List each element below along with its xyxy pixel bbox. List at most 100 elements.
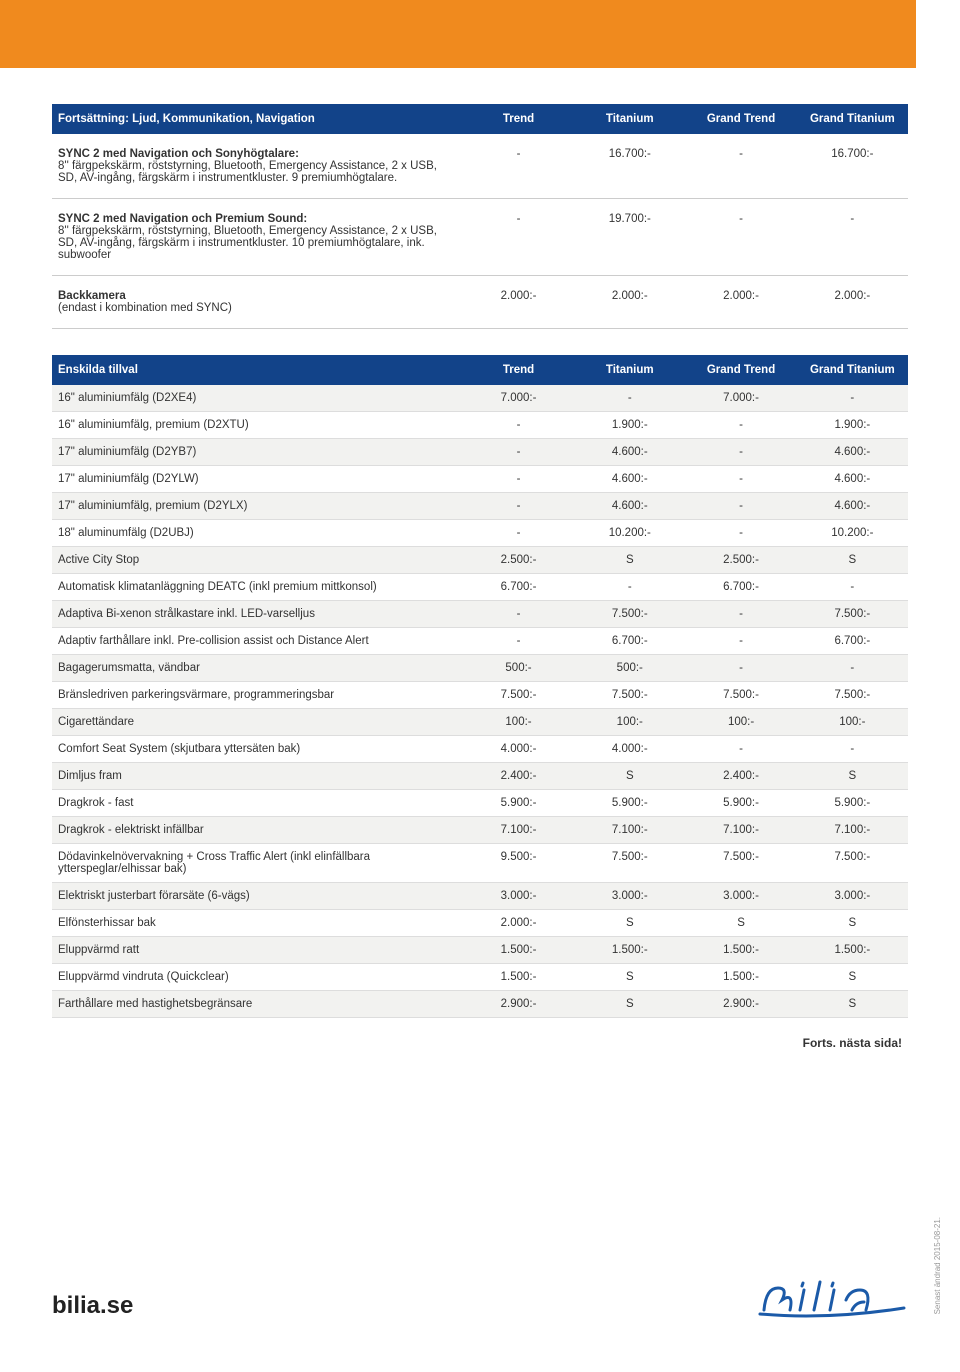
table2-value-cell: 9.500:- xyxy=(463,844,574,883)
row-title: SYNC 2 med Navigation och Premium Sound: xyxy=(58,213,457,225)
table2-desc-cell: Dragkrok - elektriskt infällbar xyxy=(52,817,463,844)
table1-row: SYNC 2 med Navigation och Premium Sound:… xyxy=(52,199,908,276)
top-orange-bar xyxy=(0,0,916,68)
table2-value-cell: - xyxy=(685,628,796,655)
table2-value-cell: 4.000:- xyxy=(463,736,574,763)
table2-value-cell: S xyxy=(797,547,908,574)
table2-value-cell: 10.200:- xyxy=(574,520,685,547)
table2-value-cell: 2.500:- xyxy=(685,547,796,574)
table2-row: 17" aluminiumfälg, premium (D2YLX)-4.600… xyxy=(52,493,908,520)
table1-value-cell: - xyxy=(685,134,796,199)
table2-row: Comfort Seat System (skjutbara yttersäte… xyxy=(52,736,908,763)
table2-desc-cell: Dödavinkelnövervakning + Cross Traffic A… xyxy=(52,844,463,883)
table2-desc-cell: Dragkrok - fast xyxy=(52,790,463,817)
table2-value-cell: 2.900:- xyxy=(685,991,796,1018)
page-footer: bilia.se xyxy=(52,1272,908,1320)
table2-value-cell: S xyxy=(797,763,908,790)
table2-row: Bränsledriven parkeringsvärmare, program… xyxy=(52,682,908,709)
table2-value-cell: 7.100:- xyxy=(463,817,574,844)
table1-desc-cell: Backkamera(endast i kombination med SYNC… xyxy=(52,276,463,329)
table1-value-cell: 2.000:- xyxy=(797,276,908,329)
table1-value-cell: - xyxy=(463,134,574,199)
table2-value-cell: - xyxy=(463,493,574,520)
table2-value-cell: S xyxy=(574,991,685,1018)
table1-desc-cell: SYNC 2 med Navigation och Premium Sound:… xyxy=(52,199,463,276)
table2-desc-cell: 16" aluminiumfälg, premium (D2XTU) xyxy=(52,412,463,439)
table2-row: 17" aluminiumfälg (D2YB7)-4.600:--4.600:… xyxy=(52,439,908,466)
table2-value-cell: 1.500:- xyxy=(685,937,796,964)
table2-value-cell: - xyxy=(685,601,796,628)
table1-value-cell: - xyxy=(463,199,574,276)
table2-row: Eluppvärmd vindruta (Quickclear)1.500:-S… xyxy=(52,964,908,991)
table2-value-cell: 100:- xyxy=(463,709,574,736)
table2-desc-cell: 17" aluminiumfälg, premium (D2YLX) xyxy=(52,493,463,520)
table2-value-cell: S xyxy=(797,964,908,991)
table2-row: Adaptiv farthållare inkl. Pre-collision … xyxy=(52,628,908,655)
table2-value-cell: - xyxy=(685,493,796,520)
table2-value-cell: 4.000:- xyxy=(574,736,685,763)
table2-value-cell: - xyxy=(685,655,796,682)
table1-h1: Trend xyxy=(463,104,574,134)
table2-row: Dragkrok - elektriskt infällbar7.100:-7.… xyxy=(52,817,908,844)
table2-row: 18" aluminumfälg (D2UBJ)-10.200:--10.200… xyxy=(52,520,908,547)
table1-value-cell: - xyxy=(685,199,796,276)
side-date-note: Senast ändrad 2015-08-21. xyxy=(933,1217,942,1314)
table2-value-cell: 4.600:- xyxy=(797,466,908,493)
row-desc: 8'' färgpekskärm, röststyrning, Bluetoot… xyxy=(58,225,457,261)
table2-row: 16" aluminiumfälg, premium (D2XTU)-1.900… xyxy=(52,412,908,439)
table2-row: Bagagerumsmatta, vändbar500:-500:--- xyxy=(52,655,908,682)
table2-value-cell: 1.500:- xyxy=(574,937,685,964)
table2-value-cell: 7.100:- xyxy=(797,817,908,844)
table2-row: 16" aluminiumfälg (D2XE4)7.000:--7.000:-… xyxy=(52,385,908,412)
table2-value-cell: - xyxy=(797,385,908,412)
table2-value-cell: - xyxy=(797,655,908,682)
table2-row: Automatisk klimatanläggning DEATC (inkl … xyxy=(52,574,908,601)
table2-row: Cigarettändare100:-100:-100:-100:- xyxy=(52,709,908,736)
table2-value-cell: 7.000:- xyxy=(463,385,574,412)
table1-value-cell: 16.700:- xyxy=(797,134,908,199)
table2-value-cell: - xyxy=(463,439,574,466)
table2-value-cell: - xyxy=(685,439,796,466)
table2-h1: Trend xyxy=(463,355,574,385)
table2-value-cell: - xyxy=(685,466,796,493)
table2-desc-cell: Farthållare med hastighetsbegränsare xyxy=(52,991,463,1018)
table2-desc-cell: 18" aluminumfälg (D2UBJ) xyxy=(52,520,463,547)
table2-value-cell: 7.500:- xyxy=(797,844,908,883)
table2-desc-cell: Comfort Seat System (skjutbara yttersäte… xyxy=(52,736,463,763)
table2-value-cell: - xyxy=(797,574,908,601)
table-communication-nav: Fortsättning: Ljud, Kommunikation, Navig… xyxy=(52,104,908,329)
table2-value-cell: 4.600:- xyxy=(797,493,908,520)
row-title: SYNC 2 med Navigation och Sonyhögtalare: xyxy=(58,148,457,160)
table2-value-cell: 7.500:- xyxy=(797,601,908,628)
table2-value-cell: 6.700:- xyxy=(463,574,574,601)
table2-value-cell: S xyxy=(574,910,685,937)
table2-value-cell: 1.500:- xyxy=(797,937,908,964)
table1-h2: Titanium xyxy=(574,104,685,134)
table2-value-cell: S xyxy=(797,991,908,1018)
table1-value-cell: 2.000:- xyxy=(574,276,685,329)
table2-row: Elfönsterhissar bak2.000:-SSS xyxy=(52,910,908,937)
table2-desc-cell: 17" aluminiumfälg (D2YLW) xyxy=(52,466,463,493)
table2-row: Dragkrok - fast5.900:-5.900:-5.900:-5.90… xyxy=(52,790,908,817)
table2-value-cell: - xyxy=(574,574,685,601)
page-content: Fortsättning: Ljud, Kommunikation, Navig… xyxy=(0,68,960,1050)
table2-row: Dödavinkelnövervakning + Cross Traffic A… xyxy=(52,844,908,883)
table2-desc-cell: Automatisk klimatanläggning DEATC (inkl … xyxy=(52,574,463,601)
table2-value-cell: 4.600:- xyxy=(797,439,908,466)
footer-url: bilia.se xyxy=(52,1292,133,1320)
table1-value-cell: - xyxy=(797,199,908,276)
table2-value-cell: 5.900:- xyxy=(685,790,796,817)
table2-value-cell: 2.900:- xyxy=(463,991,574,1018)
bilia-logo xyxy=(758,1272,908,1320)
table1-value-cell: 16.700:- xyxy=(574,134,685,199)
continue-next-page-label: Forts. nästa sida! xyxy=(52,1018,908,1050)
table1-h3: Grand Trend xyxy=(685,104,796,134)
table2-value-cell: 3.000:- xyxy=(685,883,796,910)
table2-desc-cell: Dimljus fram xyxy=(52,763,463,790)
table2-value-cell: - xyxy=(463,601,574,628)
table2-value-cell: - xyxy=(463,466,574,493)
table2-row: Adaptiva Bi-xenon strålkastare inkl. LED… xyxy=(52,601,908,628)
table1-header-row: Fortsättning: Ljud, Kommunikation, Navig… xyxy=(52,104,908,134)
table2-value-cell: 1.500:- xyxy=(685,964,796,991)
table2-desc-cell: Elfönsterhissar bak xyxy=(52,910,463,937)
